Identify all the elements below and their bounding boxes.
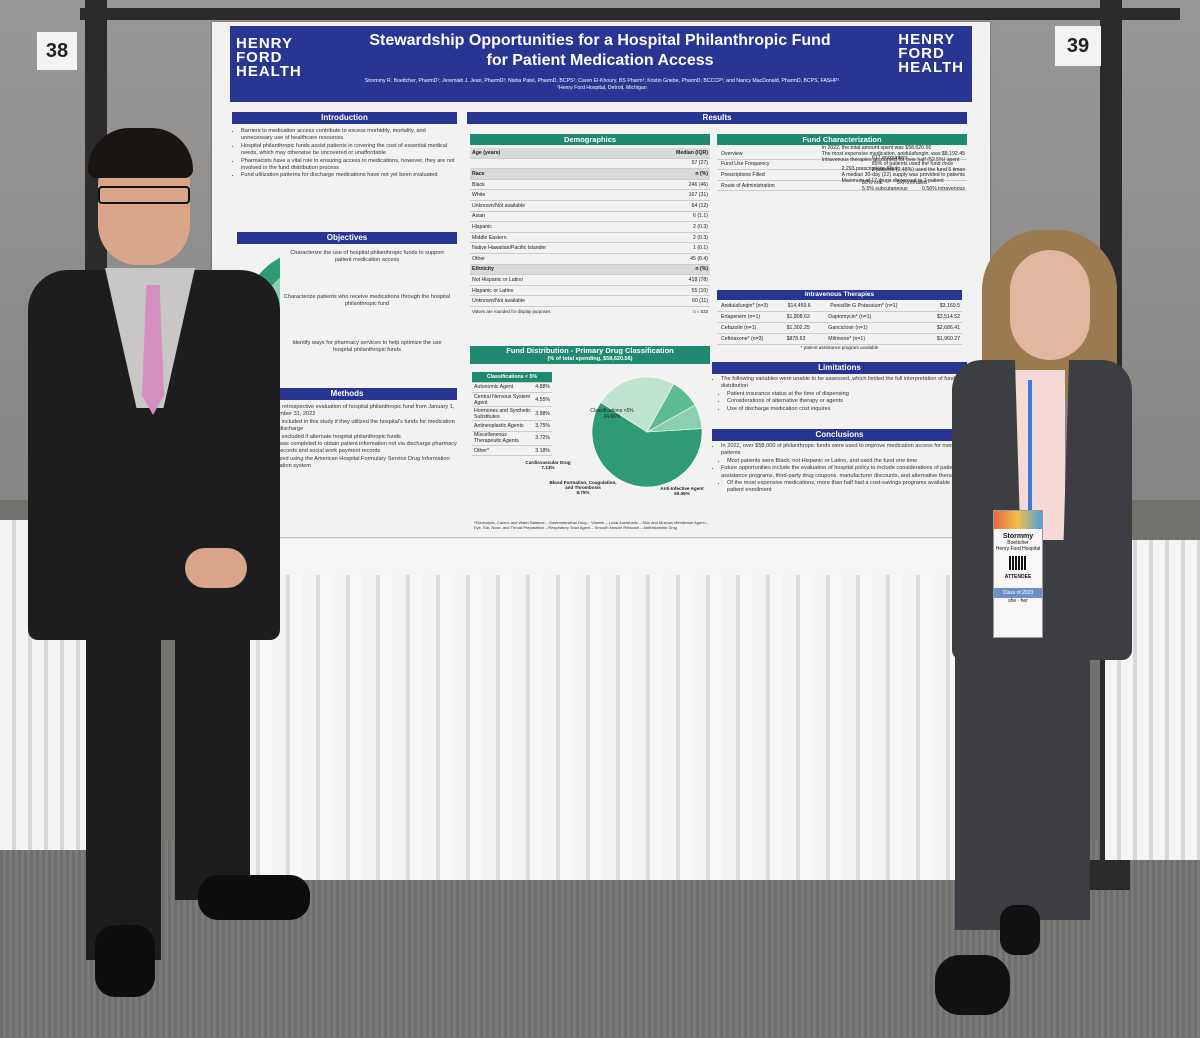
objective-1: Characterize the use of hospital philant… — [290, 250, 444, 264]
table-row: Prescriptions Filled 2,293 prescriptions … — [717, 166, 967, 184]
table-row: Hormones and Synthetic Substitutes 3.98% — [472, 407, 552, 422]
badge-banner — [994, 511, 1042, 529]
table-row: Ceftriaxone* (n=3) $878.63 Milrinone* (n=1… — [717, 334, 962, 345]
table-header: Ethnicity n (%) — [470, 264, 710, 276]
pie-slice-0 — [591, 401, 702, 488]
pie-label-blood: Blood Formation, Coagulation, and Thromb… — [549, 480, 617, 495]
objective-2: Characterize patients who receive medica… — [283, 294, 451, 308]
table-header: Race n (%) — [470, 169, 710, 180]
pie-label-cardio: Cardiovascular Drug 7.13% — [525, 460, 571, 470]
fund-characterization-table: Overview In 2022, the total amount spent … — [717, 145, 967, 192]
poster-header: HENRY FORD HEALTH HENRY FORD HEALTH Stewards… — [230, 26, 972, 102]
table-row: Overview In 2022, the total amount spent … — [717, 145, 967, 163]
table-row: Asian 6 (1.1) — [470, 212, 710, 223]
research-poster: HENRY FORD HEALTH HENRY FORD HEALTH Stewards… — [212, 22, 990, 537]
objectives-arc-graphic — [242, 248, 457, 394]
right-leg — [175, 630, 250, 900]
conclusions-bullets: In 2022, over $58,000 of philanthropic f… — [712, 443, 967, 495]
table-row: Fund Use Frequency 617 encounters 85% of p… — [717, 155, 967, 173]
conclusions-heading: Conclusions — [712, 429, 967, 441]
hands — [185, 548, 247, 588]
fund-distribution-footnote: *Electrolytic, Caloric and Water Balance… — [474, 520, 708, 530]
badge-role: ATTENDEE — [1004, 574, 1032, 580]
fund-pie-chart — [591, 376, 702, 488]
table-row: Other* 3.18% — [472, 446, 552, 457]
badge-surname: Boettcher — [1007, 540, 1029, 546]
pie-slice-1 — [600, 376, 675, 433]
badge-name: Stormmy — [1002, 533, 1034, 540]
table-row: 57 (27) — [470, 159, 710, 170]
pie-slice-3 — [646, 404, 702, 433]
results-heading: Results — [467, 112, 967, 124]
objective-3: Identify ways for pharmacy services to h… — [292, 340, 442, 354]
table-row: Autonomic Agent 4.88% — [472, 383, 552, 394]
pink-tie — [142, 285, 164, 415]
table-row: Cefazolin (n=1) $1,302.25 Ganciclovir (n=1… — [717, 323, 962, 334]
table-row: Central Nervous System Agent 4.55% — [472, 393, 552, 408]
badge-pronouns: she · her — [1008, 598, 1028, 604]
table-row: Hispanic or Latino 55 (10) — [470, 286, 710, 297]
demographics-table: Age (years) Median (IQR) 57 (27) Race n (%… — [470, 148, 710, 317]
booth-number-left: 38 — [37, 32, 77, 70]
left-shoe — [935, 955, 1010, 1015]
demographics-heading: Demographics — [470, 134, 710, 145]
booth-number-right: 39 — [1055, 26, 1101, 66]
limitations-heading: Limitations — [712, 362, 967, 374]
iv-footnote: * patient assistance program available — [800, 345, 879, 350]
table-row: Unknown/Not available 64 (12) — [470, 201, 710, 212]
right-shoe — [1000, 905, 1040, 955]
table-row: Miscellaneous Therapeutic Agents 3.72% — [472, 432, 552, 446]
name-badge: Stormmy Boettcher Henry Ford Hospital AT… — [993, 510, 1043, 638]
table-skirt — [182, 575, 972, 880]
table-row: Other 45 (8.4) — [470, 254, 710, 265]
right-shoe — [198, 875, 310, 920]
table-row: Ertapenem (n=1) $1,808.63 Daptomycin* (n=1… — [717, 312, 962, 323]
face — [1010, 250, 1090, 360]
table-row: Hispanic 2 (0.3) — [470, 222, 710, 233]
glasses — [98, 186, 190, 204]
poster-authors: Stormmy R. Boettcher, PharmD¹; Jeremiah … — [364, 78, 840, 91]
table-row: Antineoplastic Agents 3.75% — [472, 421, 552, 432]
introduction-heading: Introduction — [232, 112, 457, 124]
fund-distribution-heading: Fund Distribution - Primary Drug Classif… — [470, 346, 710, 364]
qr-code-icon — [1009, 556, 1027, 570]
table-row: Anidulafungin* (n=3) $14,459.6 Penicillin … — [717, 301, 962, 312]
table-row: Unknown/Not available 60 (11) — [470, 296, 710, 307]
table-footnote: Values are rounded for display purposes n… — [472, 309, 708, 315]
table-header: Age (years) Median (IQR) — [470, 148, 710, 159]
iv-therapies-table: Anidulafungin* (n=3) $14,459.6 Penicillin … — [717, 301, 962, 350]
badge-class: Class of 2023 — [994, 588, 1042, 598]
badge-org: Henry Ford Hospital — [995, 546, 1041, 552]
small-table-title: Classifications < 5% — [472, 372, 552, 383]
objectives-heading: Objectives — [237, 232, 457, 244]
iv-therapies-heading: Intravenous Therapies — [717, 290, 962, 300]
hair — [88, 128, 193, 178]
fund-characterization-heading: Fund Characterization — [717, 134, 967, 145]
limitations-bullets: The following variables were unable to b… — [712, 376, 967, 413]
left-shoe — [95, 925, 155, 997]
henry-ford-logo-left: HENRY FORD HEALTH — [236, 35, 302, 80]
pie-label-anti: Anti-Infective Agent 60.06% — [660, 486, 704, 496]
poster-title: Stewardship Opportunities for a Hospital… — [369, 32, 831, 69]
lanyard — [1028, 380, 1032, 510]
small-classifications-table: Classifications < 5% Autonomic Agent 4.88… — [472, 372, 552, 457]
top-bar — [80, 8, 1180, 20]
left-leg — [86, 630, 161, 960]
introduction-bullets: Barriers to medication access contribute… — [232, 128, 457, 180]
table-row: Not Hispanic or Latino 418 (78) — [470, 275, 710, 286]
table-row: Route of Administration 80% oral 5.6% inh… — [717, 180, 967, 192]
right-leg — [1020, 640, 1090, 920]
table-row: Middle Eastern 2 (0.3) — [470, 233, 710, 244]
methods-heading: Methods — [237, 388, 457, 400]
henry-ford-logo-right: HENRY FORD HEALTH — [898, 31, 964, 76]
table-row: Black 246 (46) — [470, 180, 710, 191]
table-row: White 167 (31) — [470, 190, 710, 201]
table-row: Native Hawaiian/Pacific Islander 1 (0.1) — [470, 243, 710, 254]
left-leg — [955, 640, 1025, 930]
pie-label-small: Classifications <5% 24.06% — [590, 408, 634, 420]
